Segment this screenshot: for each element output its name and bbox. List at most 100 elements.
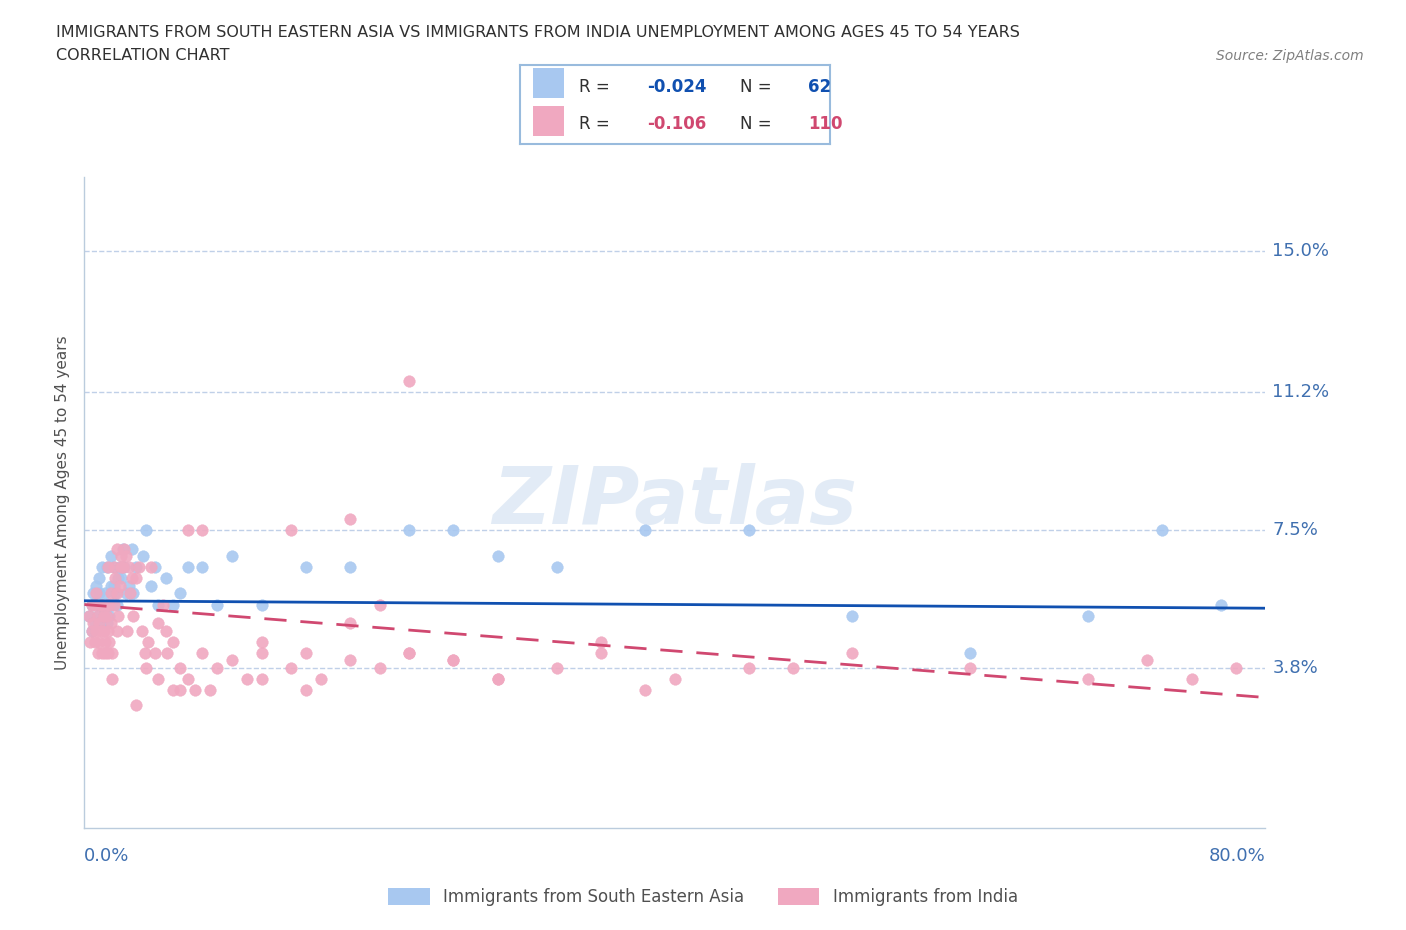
Point bbox=[134, 645, 156, 660]
Point bbox=[110, 560, 132, 575]
Text: 80.0%: 80.0% bbox=[1209, 846, 1265, 865]
Text: -0.024: -0.024 bbox=[647, 78, 707, 96]
Point bbox=[177, 523, 200, 538]
Point bbox=[104, 586, 127, 601]
Point bbox=[1209, 597, 1232, 612]
Legend: Immigrants from South Eastern Asia, Immigrants from India: Immigrants from South Eastern Asia, Immi… bbox=[381, 881, 1025, 912]
Point bbox=[80, 597, 103, 612]
Point bbox=[169, 660, 191, 675]
Point bbox=[77, 608, 100, 623]
Point bbox=[105, 597, 128, 612]
Point bbox=[91, 560, 114, 575]
Point bbox=[295, 683, 318, 698]
Point bbox=[120, 586, 142, 601]
Point bbox=[86, 608, 108, 623]
Point bbox=[169, 586, 191, 601]
Point bbox=[122, 608, 145, 623]
Text: 0.0%: 0.0% bbox=[84, 846, 129, 865]
Point bbox=[108, 578, 131, 593]
Point bbox=[368, 660, 391, 675]
Point bbox=[87, 586, 111, 601]
Point bbox=[441, 653, 464, 668]
Point bbox=[184, 683, 207, 698]
Text: N =: N = bbox=[740, 115, 776, 133]
Point bbox=[101, 645, 124, 660]
FancyBboxPatch shape bbox=[533, 106, 564, 137]
Point bbox=[110, 571, 132, 586]
Point bbox=[235, 671, 259, 686]
Point bbox=[339, 653, 361, 668]
Point bbox=[221, 549, 243, 564]
Point bbox=[664, 671, 686, 686]
Point bbox=[205, 660, 228, 675]
Point bbox=[1150, 523, 1173, 538]
Point bbox=[191, 560, 214, 575]
Point bbox=[841, 608, 863, 623]
Point bbox=[398, 374, 420, 389]
Point bbox=[782, 660, 804, 675]
Point bbox=[136, 634, 159, 649]
Point bbox=[132, 549, 155, 564]
Point bbox=[634, 683, 657, 698]
Point bbox=[94, 645, 117, 660]
Text: 15.0%: 15.0% bbox=[1272, 242, 1330, 260]
Point bbox=[398, 645, 420, 660]
Point bbox=[84, 586, 107, 601]
Point bbox=[103, 560, 125, 575]
Point bbox=[100, 578, 122, 593]
Text: Source: ZipAtlas.com: Source: ZipAtlas.com bbox=[1216, 48, 1364, 63]
Point bbox=[162, 683, 184, 698]
Point bbox=[339, 560, 361, 575]
Point bbox=[97, 560, 120, 575]
Point bbox=[280, 660, 302, 675]
Text: R =: R = bbox=[579, 78, 614, 96]
Point bbox=[122, 586, 145, 601]
Point bbox=[738, 660, 761, 675]
Point bbox=[250, 597, 273, 612]
Point bbox=[135, 660, 157, 675]
Point bbox=[97, 645, 120, 660]
Point bbox=[441, 523, 464, 538]
Point bbox=[91, 645, 114, 660]
Point bbox=[111, 541, 134, 556]
Point bbox=[94, 634, 117, 649]
Point bbox=[96, 560, 118, 575]
Point bbox=[80, 623, 103, 638]
Y-axis label: Unemployment Among Ages 45 to 54 years: Unemployment Among Ages 45 to 54 years bbox=[55, 335, 70, 670]
Point bbox=[162, 634, 184, 649]
Point bbox=[103, 597, 125, 612]
Point bbox=[114, 586, 136, 601]
Point bbox=[79, 634, 101, 649]
Point bbox=[98, 608, 121, 623]
Point bbox=[105, 541, 128, 556]
Point bbox=[118, 560, 141, 575]
Point bbox=[546, 560, 568, 575]
Point bbox=[169, 683, 191, 698]
Point bbox=[121, 571, 143, 586]
Point bbox=[959, 645, 981, 660]
Point bbox=[148, 616, 170, 631]
Point bbox=[1136, 653, 1159, 668]
Point bbox=[841, 645, 863, 660]
Point bbox=[139, 578, 162, 593]
Text: 3.8%: 3.8% bbox=[1272, 658, 1319, 677]
Text: R =: R = bbox=[579, 115, 614, 133]
Point bbox=[131, 623, 153, 638]
Point bbox=[156, 645, 179, 660]
Point bbox=[205, 597, 228, 612]
Point bbox=[118, 578, 141, 593]
Text: 62: 62 bbox=[808, 78, 831, 96]
Point bbox=[135, 523, 157, 538]
Point bbox=[84, 623, 107, 638]
Point bbox=[114, 549, 136, 564]
Point bbox=[105, 623, 128, 638]
Point bbox=[198, 683, 221, 698]
Point bbox=[87, 616, 111, 631]
Point bbox=[91, 597, 114, 612]
Point bbox=[339, 616, 361, 631]
Point bbox=[103, 560, 125, 575]
Point bbox=[486, 549, 509, 564]
Point bbox=[77, 608, 100, 623]
Point bbox=[82, 616, 104, 631]
Point bbox=[191, 523, 214, 538]
